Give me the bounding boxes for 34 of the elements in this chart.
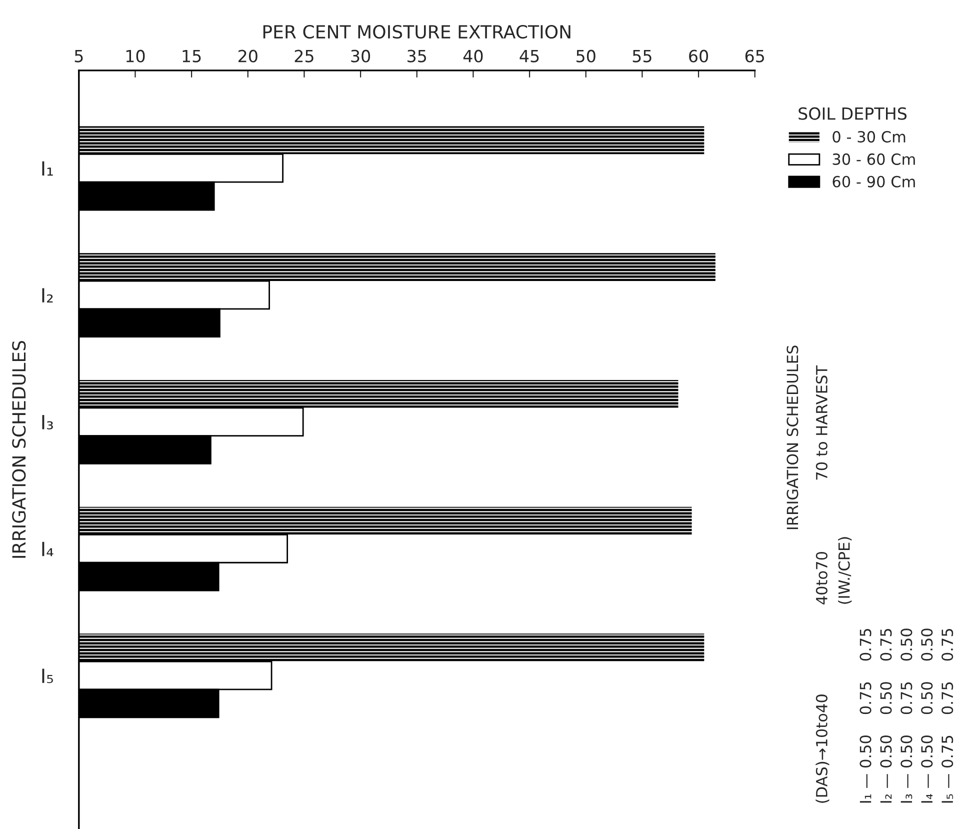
x-tick-label: 40 bbox=[463, 50, 483, 62]
x-tick-label: 50 bbox=[576, 50, 596, 62]
x-axis-title: PER CENT MOISTURE EXTRACTION bbox=[263, 24, 570, 39]
text: 40to70 bbox=[816, 552, 828, 604]
x-tick-label: 15 bbox=[182, 50, 201, 62]
text: IRRIGATION SCHEDULES bbox=[786, 346, 798, 530]
y-tick-label: I₃ bbox=[42, 415, 53, 430]
legend-label: 0 - 30 Cm bbox=[832, 131, 906, 143]
text: I₅ — 0.75 0.75 0.75 bbox=[942, 628, 954, 803]
legend-label: 60 - 90 Cm bbox=[832, 176, 915, 188]
legend-label: 30 - 60 Cm bbox=[832, 153, 915, 165]
y-tick-label: I₁ bbox=[42, 161, 53, 176]
x-tick-label: 20 bbox=[238, 50, 258, 62]
legend-title: SOIL DEPTHS bbox=[798, 107, 907, 120]
x-tick-label: 65 bbox=[745, 50, 764, 62]
text: I₄ — 0.50 0.50 0.50 bbox=[921, 628, 933, 803]
text: I₁ — 0.50 0.75 0.75 bbox=[860, 628, 872, 803]
x-tick-label: 45 bbox=[520, 50, 539, 62]
text: I₂ — 0.50 0.50 0.75 bbox=[880, 628, 892, 803]
x-tick-label: 35 bbox=[408, 50, 426, 62]
x-tick-label: 60 bbox=[689, 50, 708, 62]
x-tick-label: 5 bbox=[74, 50, 83, 62]
text: I₃ — 0.50 0.75 0.50 bbox=[900, 628, 912, 803]
x-tick-label: 25 bbox=[294, 50, 314, 62]
x-tick-label: 10 bbox=[126, 50, 145, 62]
x-tick-label: 30 bbox=[351, 50, 370, 62]
text: 70 to HARVEST bbox=[816, 365, 828, 480]
y-tick-label: I₂ bbox=[42, 288, 53, 302]
y-tick-label: I₅ bbox=[42, 668, 53, 684]
text: (DAS)→10to40 bbox=[816, 694, 830, 803]
text: (IW./CPE) bbox=[838, 537, 852, 604]
x-tick-label: 55 bbox=[632, 50, 652, 62]
y-axis-title: IRRIGATION SCHEDULES bbox=[12, 340, 26, 558]
y-tick-label: I₄ bbox=[42, 542, 54, 556]
